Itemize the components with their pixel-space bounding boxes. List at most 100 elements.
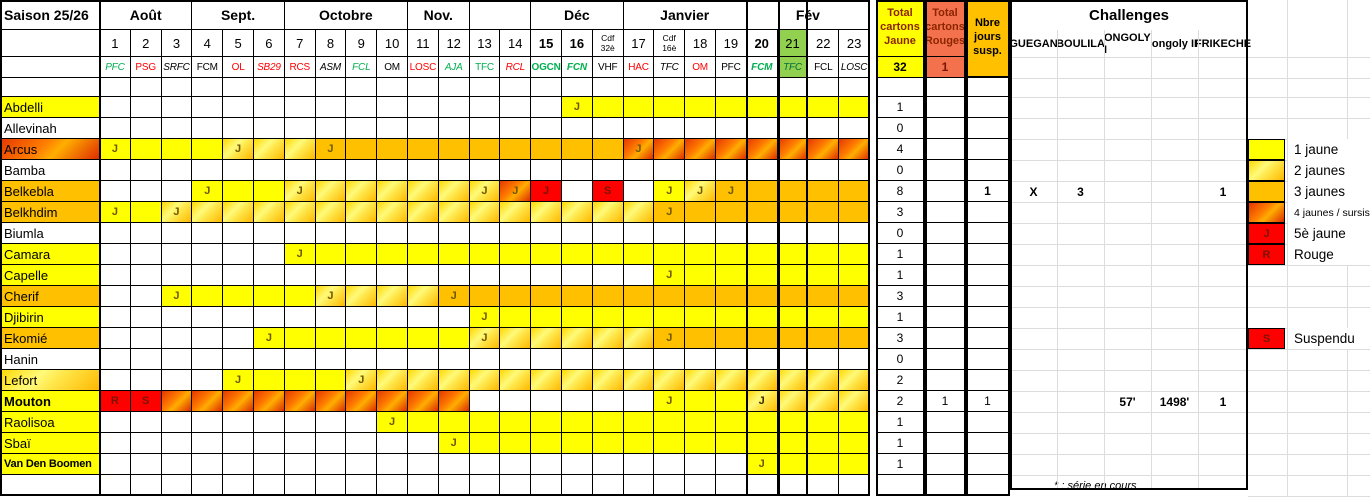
match-cell[interactable] — [623, 202, 655, 223]
match-cell[interactable]: J — [531, 181, 562, 202]
day-header-cell[interactable]: Cdf 16è — [654, 30, 686, 57]
match-cell[interactable] — [192, 391, 224, 412]
match-cell[interactable] — [254, 349, 285, 370]
player-name-cell[interactable]: Camara — [0, 244, 100, 265]
player-name-cell[interactable]: Lefort — [0, 370, 100, 391]
opponent-header-cell[interactable]: SB29 — [254, 57, 285, 78]
month-header-cell[interactable]: Déc — [531, 0, 624, 30]
match-cell[interactable] — [839, 97, 870, 118]
match-cell[interactable] — [623, 244, 655, 265]
match-cell[interactable] — [500, 139, 532, 160]
match-cell[interactable] — [284, 160, 316, 181]
match-cell[interactable] — [777, 244, 809, 265]
match-cell[interactable] — [315, 202, 347, 223]
match-cell[interactable] — [808, 223, 840, 244]
match-cell[interactable] — [839, 412, 870, 433]
match-cell[interactable] — [223, 244, 254, 265]
match-cell[interactable] — [808, 307, 840, 328]
match-cell[interactable] — [377, 391, 408, 412]
day-header-cell[interactable]: 16 — [562, 30, 593, 57]
match-cell[interactable] — [777, 265, 809, 286]
match-cell[interactable] — [130, 349, 162, 370]
day-header-cell[interactable]: 5 — [223, 30, 254, 57]
challenge-column-guegan[interactable]: GUEGAN — [1009, 37, 1058, 50]
match-cell[interactable] — [254, 433, 285, 454]
match-cell[interactable] — [438, 202, 470, 223]
match-cell[interactable] — [685, 202, 716, 223]
match-cell[interactable] — [254, 223, 285, 244]
match-cell[interactable] — [592, 370, 624, 391]
suspension-days-cell[interactable] — [966, 349, 1010, 370]
match-cell[interactable] — [438, 244, 470, 265]
match-cell[interactable] — [223, 433, 254, 454]
total-yellow-cell[interactable]: 1 — [876, 244, 925, 265]
opponent-header-cell[interactable]: PSG — [130, 57, 162, 78]
match-cell[interactable] — [623, 160, 655, 181]
day-header-cell[interactable]: 18 — [685, 30, 716, 57]
match-cell[interactable] — [346, 391, 378, 412]
match-cell[interactable] — [438, 97, 470, 118]
match-cell[interactable] — [100, 412, 131, 433]
match-cell[interactable] — [716, 370, 747, 391]
match-cell[interactable] — [654, 286, 686, 307]
match-cell[interactable] — [469, 370, 501, 391]
match-cell[interactable] — [562, 307, 593, 328]
match-cell[interactable] — [254, 139, 285, 160]
total-red-cell[interactable] — [925, 202, 966, 223]
match-cell[interactable] — [808, 412, 840, 433]
match-cell[interactable] — [100, 286, 131, 307]
match-cell[interactable] — [100, 97, 131, 118]
match-cell[interactable] — [839, 370, 870, 391]
match-cell[interactable] — [500, 265, 532, 286]
total-red-cell[interactable] — [925, 349, 966, 370]
match-cell[interactable] — [315, 307, 347, 328]
match-cell[interactable]: J — [654, 265, 686, 286]
match-cell[interactable] — [408, 160, 439, 181]
match-cell[interactable] — [685, 160, 716, 181]
match-cell[interactable] — [284, 412, 316, 433]
match-cell[interactable] — [839, 391, 870, 412]
match-cell[interactable] — [284, 139, 316, 160]
match-cell[interactable] — [130, 139, 162, 160]
player-name-cell[interactable]: Bamba — [0, 160, 100, 181]
challenge-value[interactable]: 3 — [1077, 184, 1084, 199]
suspension-days-cell[interactable] — [966, 454, 1010, 475]
match-cell[interactable] — [408, 412, 439, 433]
match-cell[interactable] — [408, 202, 439, 223]
match-cell[interactable]: J — [438, 433, 470, 454]
match-cell[interactable] — [592, 412, 624, 433]
total-yellow-cards-sum[interactable]: 32 — [876, 57, 925, 78]
day-header-cell[interactable]: 11 — [408, 30, 439, 57]
day-header-cell[interactable]: 14 — [500, 30, 532, 57]
player-name-cell[interactable]: Djibirin — [0, 307, 100, 328]
match-cell[interactable] — [100, 328, 131, 349]
match-cell[interactable]: J — [223, 370, 254, 391]
match-cell[interactable] — [377, 118, 408, 139]
day-header-cell[interactable]: 7 — [284, 30, 316, 57]
match-cell[interactable] — [315, 181, 347, 202]
match-cell[interactable]: J — [100, 202, 131, 223]
match-cell[interactable] — [623, 118, 655, 139]
match-cell[interactable] — [777, 349, 809, 370]
suspension-days-cell[interactable] — [966, 202, 1010, 223]
match-cell[interactable] — [223, 181, 254, 202]
match-cell[interactable] — [531, 244, 562, 265]
match-cell[interactable] — [654, 433, 686, 454]
match-cell[interactable] — [130, 307, 162, 328]
match-cell[interactable] — [654, 307, 686, 328]
player-name-cell[interactable]: Sbaï — [0, 433, 100, 454]
match-cell[interactable] — [438, 412, 470, 433]
match-cell[interactable] — [500, 202, 532, 223]
match-cell[interactable] — [438, 307, 470, 328]
match-cell[interactable] — [100, 160, 131, 181]
match-cell[interactable] — [808, 160, 840, 181]
match-cell[interactable] — [284, 118, 316, 139]
opponent-header-cell[interactable]: TFC — [777, 57, 809, 78]
match-cell[interactable] — [531, 349, 562, 370]
match-cell[interactable] — [192, 118, 224, 139]
match-cell[interactable] — [500, 433, 532, 454]
match-cell[interactable] — [469, 349, 501, 370]
day-header-cell[interactable]: 21 — [777, 30, 809, 57]
match-cell[interactable] — [500, 97, 532, 118]
day-header-cell[interactable]: 4 — [192, 30, 224, 57]
